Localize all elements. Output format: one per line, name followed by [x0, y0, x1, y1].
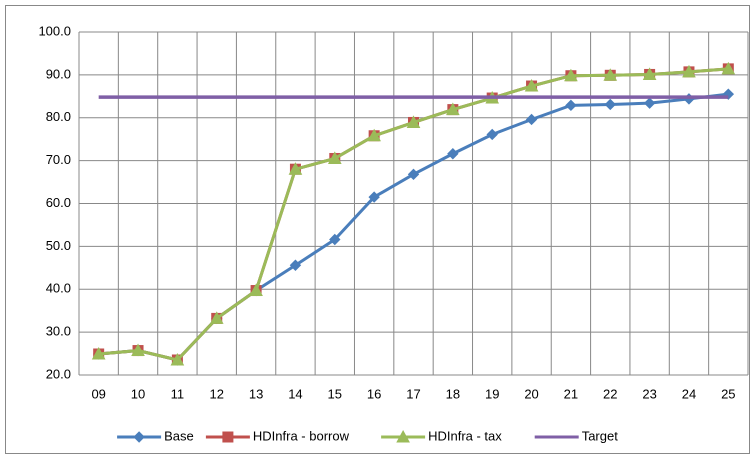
legend-label: HDInfra - tax [428, 428, 502, 443]
x-tick-label: 22 [603, 386, 617, 401]
x-tick-label: 25 [721, 386, 735, 401]
y-tick-label: 50.0 [46, 238, 71, 253]
x-tick-label: 13 [249, 386, 263, 401]
marker [446, 102, 460, 116]
marker [642, 67, 657, 80]
marker [131, 343, 145, 357]
marker [406, 115, 421, 128]
legend-marker [396, 429, 410, 443]
x-tick-label: 17 [406, 386, 420, 401]
marker [682, 64, 696, 78]
x-tick-label: 15 [328, 386, 342, 401]
y-tick-label: 80.0 [46, 109, 71, 124]
x-tick-label: 19 [485, 386, 499, 401]
x-tick-label: 23 [642, 386, 656, 401]
marker [249, 283, 263, 297]
x-tick-label: 11 [171, 386, 185, 401]
y-tick-label: 40.0 [46, 281, 71, 296]
marker [368, 191, 380, 203]
x-tick-label: 16 [367, 386, 381, 401]
y-tick-label: 30.0 [46, 324, 71, 339]
x-tick-label: 21 [564, 386, 578, 401]
marker [289, 259, 302, 271]
legend-label: Base [164, 428, 194, 443]
x-tick-label: 20 [524, 386, 538, 401]
marker [564, 68, 578, 82]
marker [721, 61, 736, 75]
y-tick-label: 100.0 [38, 23, 71, 38]
marker [329, 233, 341, 246]
legend-label: HDInfra - borrow [253, 428, 350, 443]
x-tick-label: 14 [288, 386, 302, 401]
x-tick-label: 09 [91, 386, 105, 401]
legend-marker [222, 431, 234, 443]
y-tick-label: 70.0 [46, 152, 71, 167]
marker [91, 346, 106, 360]
marker [367, 128, 381, 142]
marker [288, 162, 303, 175]
x-tick-label: 10 [131, 386, 145, 401]
marker [565, 99, 577, 112]
x-tick-label: 24 [682, 386, 696, 401]
marker [603, 68, 618, 81]
legend-label: Target [582, 428, 619, 443]
marker [525, 113, 538, 126]
y-tick-label: 90.0 [46, 66, 71, 81]
marker [407, 168, 420, 181]
y-tick-label: 20.0 [46, 366, 71, 381]
marker [486, 128, 498, 141]
marker [524, 78, 539, 92]
marker [643, 97, 656, 109]
marker [209, 311, 224, 324]
marker [170, 352, 185, 366]
x-tick-label: 12 [210, 386, 224, 401]
x-tick-label: 18 [446, 386, 460, 401]
marker [604, 98, 616, 111]
y-tick-label: 60.0 [46, 195, 71, 210]
chart-border [5, 5, 750, 454]
marker [447, 148, 459, 160]
legend-marker [133, 431, 145, 443]
marker [327, 151, 342, 164]
